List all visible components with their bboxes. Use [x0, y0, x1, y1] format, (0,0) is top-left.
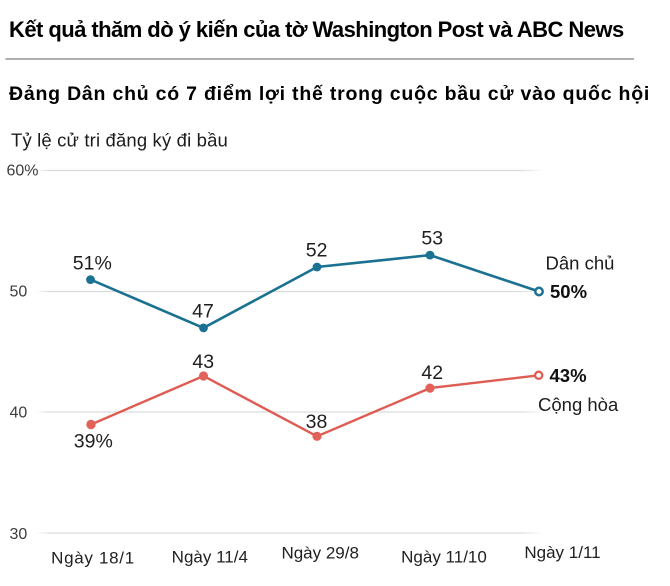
svg-text:Ngày 11/4: Ngày 11/4 — [172, 547, 248, 566]
svg-text:50%: 50% — [550, 281, 587, 302]
svg-text:Tỷ lệ cử tri đăng ký đi bầu: Tỷ lệ cử tri đăng ký đi bầu — [11, 129, 228, 150]
svg-text:43: 43 — [192, 351, 214, 373]
svg-text:39%: 39% — [74, 430, 113, 452]
svg-text:51%: 51% — [73, 252, 112, 274]
svg-text:52: 52 — [306, 239, 328, 261]
svg-text:Cộng hòa: Cộng hòa — [538, 394, 619, 415]
svg-text:53: 53 — [421, 227, 443, 249]
svg-text:38: 38 — [306, 411, 328, 433]
svg-text:47: 47 — [192, 301, 214, 323]
svg-text:Ngày 1/11: Ngày 1/11 — [524, 543, 600, 562]
svg-text:43%: 43% — [550, 365, 587, 386]
svg-text:Ngày 29/8: Ngày 29/8 — [281, 544, 359, 563]
svg-text:Dân chủ: Dân chủ — [546, 252, 615, 273]
svg-text:Đảng Dân chủ có 7 điểm lợi thế: Đảng Dân chủ có 7 điểm lợi thế trong cuộ… — [9, 83, 650, 105]
svg-text:42: 42 — [421, 362, 443, 384]
svg-text:Kết quả thăm dò ý kiến của tờ: Kết quả thăm dò ý kiến của tờ Washington… — [9, 17, 624, 42]
svg-text:60%: 60% — [7, 163, 39, 180]
svg-text:30: 30 — [10, 526, 28, 543]
svg-text:Ngày 11/10: Ngày 11/10 — [401, 547, 487, 566]
svg-text:Ngày 18/1: Ngày 18/1 — [51, 549, 135, 568]
svg-text:50: 50 — [10, 283, 28, 300]
svg-text:40: 40 — [10, 405, 28, 422]
